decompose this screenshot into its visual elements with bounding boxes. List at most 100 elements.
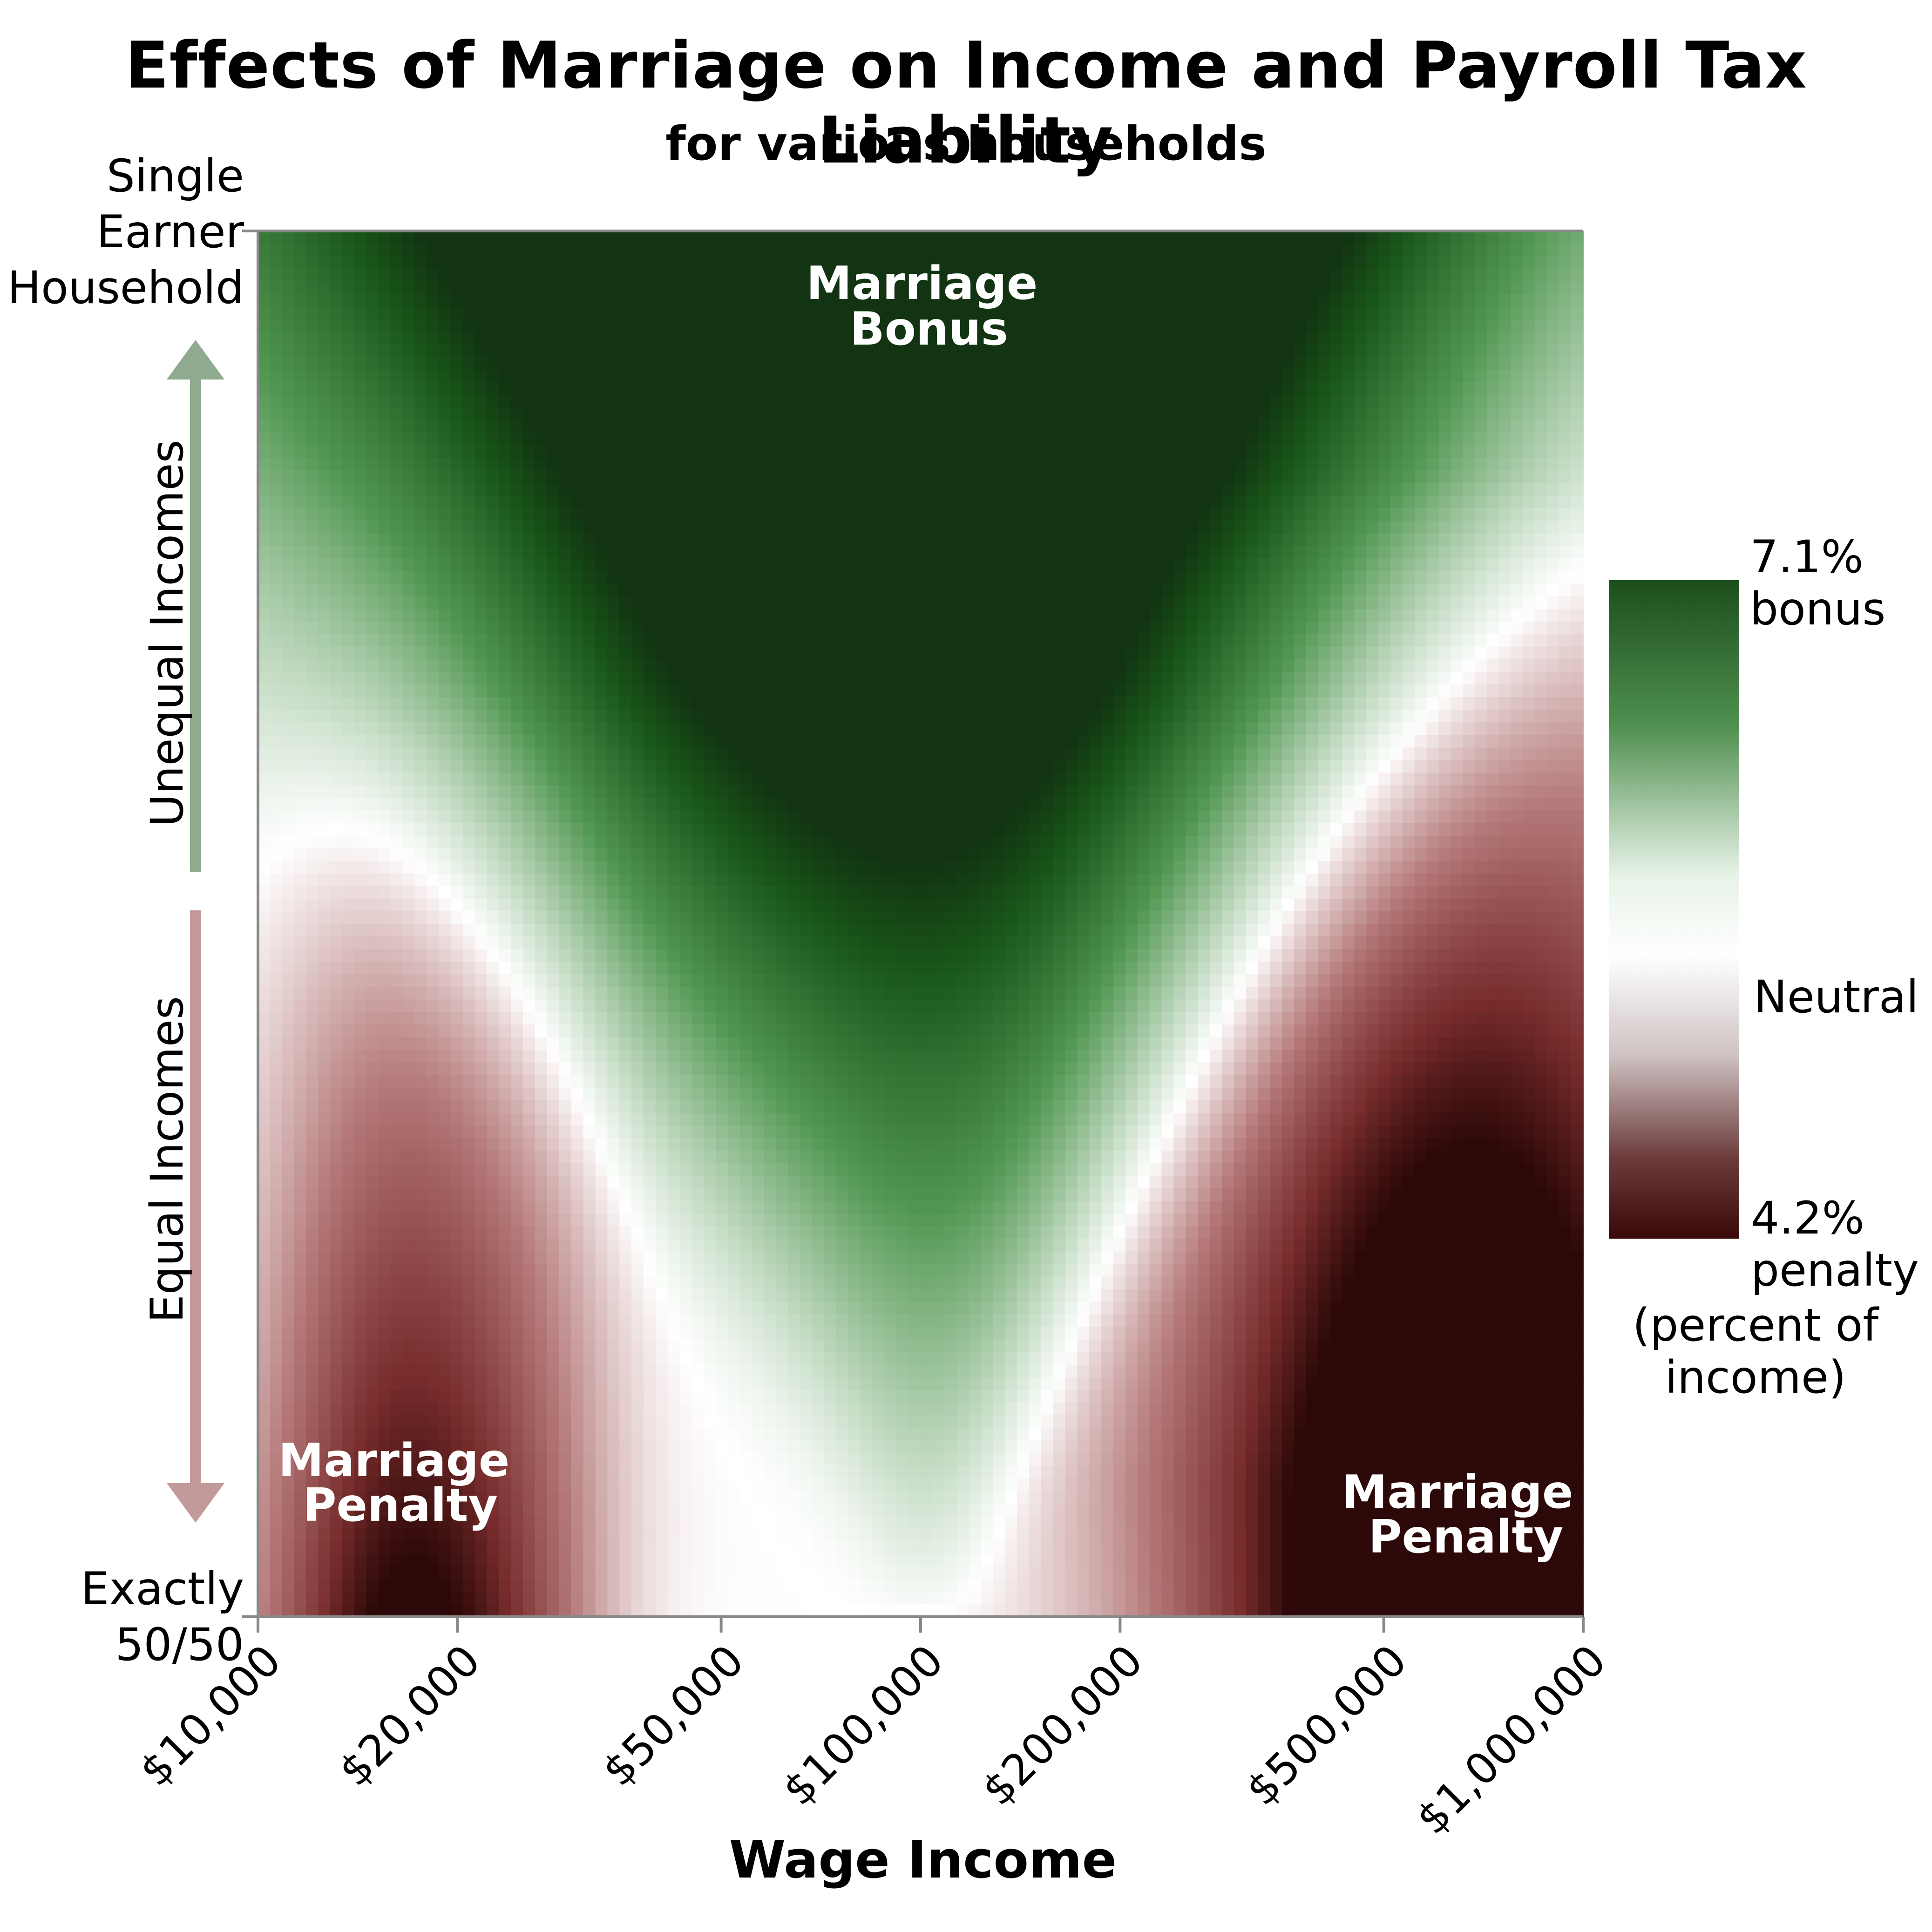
- heatmap-cell: [547, 558, 560, 572]
- heatmap-cell: [499, 445, 512, 458]
- heatmap-cell: [679, 659, 692, 672]
- heatmap-cell: [667, 710, 680, 723]
- heatmap-cell: [1535, 747, 1548, 761]
- heatmap-cell: [1270, 710, 1283, 723]
- heatmap-cell: [378, 760, 391, 773]
- heatmap-cell: [427, 306, 439, 320]
- heatmap-cell: [583, 357, 596, 370]
- heatmap-cell: [812, 747, 825, 761]
- heatmap-cell: [1571, 294, 1584, 307]
- heatmap-cell: [1511, 382, 1524, 395]
- heatmap-cell: [836, 760, 849, 773]
- heatmap-cell: [1125, 445, 1138, 458]
- heatmap-cell: [511, 773, 524, 786]
- heatmap-cell: [571, 269, 584, 282]
- heatmap-cell: [1535, 369, 1548, 383]
- heatmap-cell: [1402, 420, 1415, 433]
- heatmap-cell: [619, 684, 632, 698]
- heatmap-cell: [896, 621, 909, 635]
- heatmap-cell: [535, 508, 548, 522]
- heatmap-cell: [1198, 306, 1210, 320]
- heatmap-cell: [1306, 609, 1319, 622]
- heatmap-cell: [282, 710, 295, 723]
- heatmap-cell: [1366, 256, 1379, 270]
- heatmap-cell: [619, 432, 632, 446]
- heatmap-cell: [691, 760, 705, 773]
- heatmap-cell: [523, 420, 536, 433]
- heatmap-cell: [812, 583, 825, 597]
- heatmap-cell: [1186, 470, 1198, 483]
- heatmap-cell: [1498, 735, 1512, 748]
- heatmap-cell: [956, 470, 969, 483]
- heatmap-cell: [571, 609, 584, 622]
- heatmap-cell: [1306, 571, 1319, 584]
- heatmap-cell: [956, 483, 969, 496]
- heatmap-cell: [342, 747, 355, 761]
- heatmap-cell: [559, 407, 572, 420]
- heatmap-cell: [824, 344, 837, 358]
- heatmap-cell: [306, 546, 319, 559]
- heatmap-cell: [450, 432, 463, 446]
- heatmap-cell: [1378, 546, 1391, 559]
- heatmap-cell: [450, 735, 463, 748]
- heatmap-cell: [1498, 646, 1512, 660]
- heatmap-cell: [1487, 773, 1499, 786]
- heatmap-cell: [559, 332, 572, 345]
- heatmap-cell: [1077, 394, 1090, 408]
- heatmap-cell: [776, 256, 789, 270]
- heatmap-cell: [1463, 432, 1476, 446]
- heatmap-cell: [764, 357, 777, 370]
- heatmap-cell: [800, 646, 813, 660]
- heatmap-cell: [475, 760, 488, 773]
- heatmap-cell: [619, 256, 632, 270]
- heatmap-cell: [270, 470, 283, 483]
- heatmap-cell: [583, 710, 596, 723]
- heatmap-cell: [439, 785, 451, 799]
- heatmap-cell: [619, 231, 632, 244]
- heatmap-cell: [282, 281, 295, 295]
- heatmap-cell: [462, 546, 475, 559]
- heatmap-cell: [836, 609, 849, 622]
- heatmap-cell: [764, 546, 777, 559]
- heatmap-cell: [1390, 256, 1403, 270]
- heatmap-cell: [1463, 722, 1476, 736]
- heatmap-cell: [643, 609, 656, 622]
- y-bottom-line-2: 50/50: [115, 1619, 244, 1671]
- heatmap-cell: [535, 357, 548, 370]
- heatmap-cell: [366, 382, 379, 395]
- heatmap-cell: [1221, 583, 1234, 597]
- heatmap-cell: [1523, 671, 1536, 685]
- heatmap-cell: [1571, 609, 1584, 622]
- heatmap-cell: [655, 621, 668, 635]
- heatmap-cell: [1498, 546, 1512, 559]
- heatmap-cell: [836, 306, 849, 320]
- heatmap-cell: [330, 710, 343, 723]
- heatmap-cell: [993, 382, 1006, 395]
- heatmap-cell: [1523, 445, 1536, 458]
- heatmap-cell: [1282, 281, 1295, 295]
- heatmap-cell: [1029, 646, 1042, 660]
- heatmap-cell: [872, 369, 885, 383]
- heatmap-cell: [1137, 407, 1150, 420]
- heatmap-cell: [427, 432, 439, 446]
- heatmap-cell: [704, 445, 717, 458]
- heatmap-cell: [812, 344, 825, 358]
- heatmap-cell: [1065, 785, 1078, 799]
- heatmap-cell: [1318, 735, 1331, 748]
- heatmap-cell: [704, 470, 717, 483]
- heatmap-cell: [1498, 394, 1512, 408]
- heatmap-cell: [1017, 646, 1030, 660]
- heatmap-cell: [511, 646, 524, 660]
- heatmap-cell: [1559, 457, 1572, 471]
- heatmap-cell: [667, 646, 680, 660]
- heatmap-cell: [1053, 470, 1066, 483]
- heatmap-cell: [1125, 332, 1138, 345]
- heatmap-cell: [1463, 521, 1476, 534]
- heatmap-cell: [354, 596, 367, 610]
- heatmap-cell: [1438, 508, 1451, 522]
- heatmap-cell: [607, 521, 620, 534]
- heatmap-cell: [1113, 294, 1126, 307]
- heatmap-cell: [1065, 521, 1078, 534]
- heatmap-cell: [824, 546, 837, 559]
- heatmap-cell: [258, 521, 271, 534]
